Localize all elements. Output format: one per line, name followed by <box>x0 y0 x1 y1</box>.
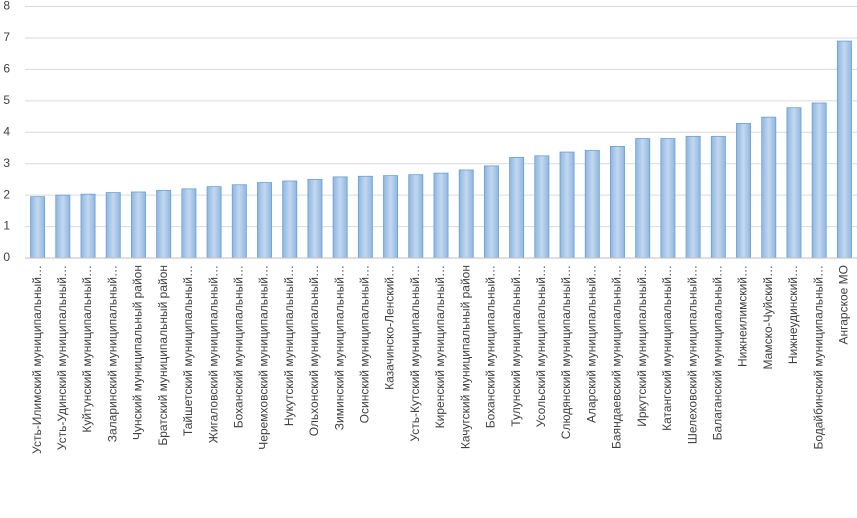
x-tick-label: Баяндаевский муниципальный… <box>610 265 624 449</box>
x-tick-label: Заларинский муниципальный… <box>105 265 119 442</box>
y-tick-label: 7 <box>3 30 10 44</box>
x-tick-label: Чунский муниципальный район <box>131 265 145 440</box>
y-tick-label: 8 <box>3 0 10 13</box>
bar <box>559 151 575 259</box>
x-tick-label: Качугский муниципальный район <box>458 265 472 449</box>
x-tick-label: Бодайбинский муниципальный… <box>811 265 825 450</box>
bar <box>433 172 449 259</box>
y-tick-label: 4 <box>3 124 10 138</box>
bar <box>383 175 399 259</box>
y-tick-label: 5 <box>3 93 10 107</box>
x-tick-label: Тайшетский муниципальный… <box>181 265 195 436</box>
bar <box>761 116 777 259</box>
x-tick-label: Усть-Илимский муниципальный… <box>30 265 44 454</box>
x-tick-label: Катангский муниципальный… <box>660 265 674 431</box>
x-tick-label: Зиминский муниципальный… <box>332 265 346 430</box>
x-tick-label: Черемховский муниципальный… <box>257 265 271 450</box>
x-tick-label: Куйтунский муниципальный… <box>80 265 94 433</box>
bar <box>635 138 651 259</box>
bar <box>181 188 197 259</box>
x-tick-label: Ольхонский муниципальный… <box>307 265 321 436</box>
bar <box>811 102 827 259</box>
bar <box>509 156 525 259</box>
y-tick-label: 6 <box>3 62 10 76</box>
x-tick-label: Осинский муниципальный… <box>358 265 372 423</box>
x-tick-label: Слюдянский муниципальный… <box>559 265 573 439</box>
bar <box>80 193 96 259</box>
x-tick-label: Нижнеилимский… <box>736 265 750 367</box>
x-tick-label: Шелеховский муниципальный… <box>685 265 699 444</box>
y-tick-label: 1 <box>3 219 10 233</box>
y-tick-label: 0 <box>3 250 10 264</box>
bar <box>610 145 625 259</box>
x-tick-label: Усольский муниципальный… <box>534 265 548 427</box>
bar <box>786 107 802 259</box>
x-tick-label: Киренский муниципальный… <box>433 265 447 428</box>
y-tick-label: 2 <box>3 187 10 201</box>
bar <box>130 191 146 259</box>
x-tick-label: Братский муниципальный район <box>156 265 170 446</box>
x-tick-label: Боханский муниципальный… <box>231 265 245 428</box>
x-tick-label: Мамско-Чуйский… <box>761 265 775 369</box>
bar <box>307 179 323 259</box>
bar <box>231 184 247 259</box>
bar <box>710 135 726 259</box>
bar <box>836 40 852 259</box>
bar <box>257 182 272 259</box>
x-tick-label: Боханский муниципальный… <box>484 265 498 428</box>
bar <box>685 135 701 259</box>
x-tick-label: Иркутский муниципальный… <box>635 265 649 427</box>
bar <box>408 174 424 259</box>
bar <box>357 175 373 259</box>
bar <box>660 138 676 259</box>
x-tick-label: Усть-Кутский муниципальный… <box>408 265 422 442</box>
bar <box>206 186 222 259</box>
x-tick-label: Ангарское МО <box>837 265 851 345</box>
bar <box>458 169 474 259</box>
x-tick-label: Балаганский муниципальный… <box>711 265 725 440</box>
bar <box>483 165 499 259</box>
x-tick-label: Казачинско-Ленский… <box>383 265 397 390</box>
bar <box>30 196 46 259</box>
x-tick-label: Нижнеудинский… <box>786 265 800 364</box>
bar <box>584 150 600 259</box>
x-tick-label: Жигаловский муниципальный… <box>206 265 220 443</box>
x-tick-label: Усть-Удинский муниципальный… <box>55 265 69 450</box>
x-tick-label: Аларский муниципальный… <box>584 265 598 423</box>
y-tick-label: 3 <box>3 156 10 170</box>
bar <box>736 123 752 259</box>
bar <box>332 176 348 259</box>
bar <box>282 180 298 259</box>
x-tick-label: Нукутский муниципальный… <box>282 265 296 426</box>
bar <box>156 190 172 259</box>
x-tick-label: Тулунский муниципальный… <box>509 265 523 427</box>
bar <box>55 194 71 259</box>
bar <box>105 192 121 259</box>
bar <box>534 155 550 259</box>
